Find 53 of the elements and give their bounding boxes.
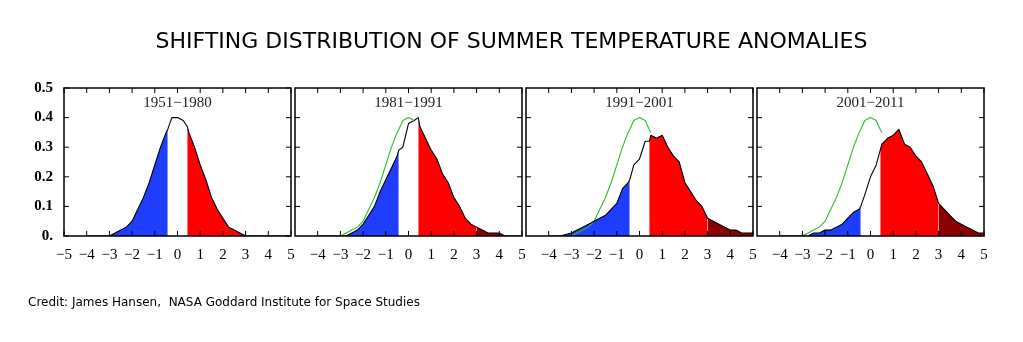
x-tick-label: 2 (681, 245, 689, 262)
chart-subtitle: 1991−2001 (605, 93, 674, 110)
x-tick-label: 0 (866, 245, 875, 262)
x-tick-label: −2 (817, 245, 834, 262)
y-tick-label: 0.4 (34, 108, 54, 125)
x-tick-label: −4 (78, 245, 96, 262)
x-tick-label: 0 (635, 245, 644, 262)
x-tick-label: −1 (146, 245, 163, 262)
x-tick-label: 3 (241, 245, 250, 262)
x-tick-label: 4 (726, 245, 735, 262)
x-tick-label: −2 (355, 245, 372, 262)
x-tick-label: 1 (196, 245, 204, 262)
x-tick-label: −2 (586, 245, 603, 262)
x-tick-label: 4 (495, 245, 504, 262)
y-tick-label: 0.1 (34, 197, 53, 214)
chart-subtitle: 1981−1991 (374, 93, 443, 110)
x-tick-label: 3 (934, 245, 943, 262)
x-tick-label: 5 (518, 245, 526, 262)
x-tick-label: 1 (427, 245, 435, 262)
x-tick-label: −4 (771, 245, 789, 262)
y-tick-label: 0.3 (34, 138, 53, 155)
x-tick-label: −3 (101, 245, 118, 262)
x-tick-label: −3 (332, 245, 349, 262)
x-tick-label: 5 (287, 245, 295, 262)
x-tick-label: −4 (309, 245, 327, 262)
y-tick-label: 0.5 (34, 78, 53, 95)
x-tick-label: 3 (703, 245, 712, 262)
text: SHIFTING DISTRIBUTION OF SUMMER TEMPERATURE ANOMALIES (154, 28, 869, 53)
x-tick-label: 4 (264, 245, 273, 262)
x-tick-label: 5 (980, 245, 988, 262)
x-tick-label: −3 (563, 245, 580, 262)
y-tick-label: 0. (41, 226, 54, 243)
chart-subtitle: 1951−1980 (143, 93, 212, 110)
x-tick-label: −1 (839, 245, 856, 262)
chart-subtitle: 2001−2011 (836, 93, 905, 110)
x-tick-label: −3 (794, 245, 811, 262)
x-tick-label: 2 (912, 245, 920, 262)
x-tick-label: 0 (173, 245, 182, 262)
x-tick-label: 2 (450, 245, 458, 262)
x-tick-label: 1 (658, 245, 666, 262)
x-tick-label: 5 (749, 245, 757, 262)
x-tick-label: 1 (889, 245, 897, 262)
x-tick-label: −4 (540, 245, 558, 262)
x-tick-label: 0 (404, 245, 413, 262)
x-tick-label: −1 (377, 245, 394, 262)
x-tick-label: −2 (124, 245, 141, 262)
y-tick-label: 0.2 (34, 167, 53, 184)
x-tick-label: −1 (608, 245, 625, 262)
x-tick-label: 4 (957, 245, 966, 262)
x-tick-label: 3 (472, 245, 481, 262)
text: Credit: James Hansen, NASA Goddard Institute for Space Studies (28, 295, 420, 309)
x-tick-label: 2 (219, 245, 227, 262)
x-tick-label: −5 (56, 245, 72, 262)
